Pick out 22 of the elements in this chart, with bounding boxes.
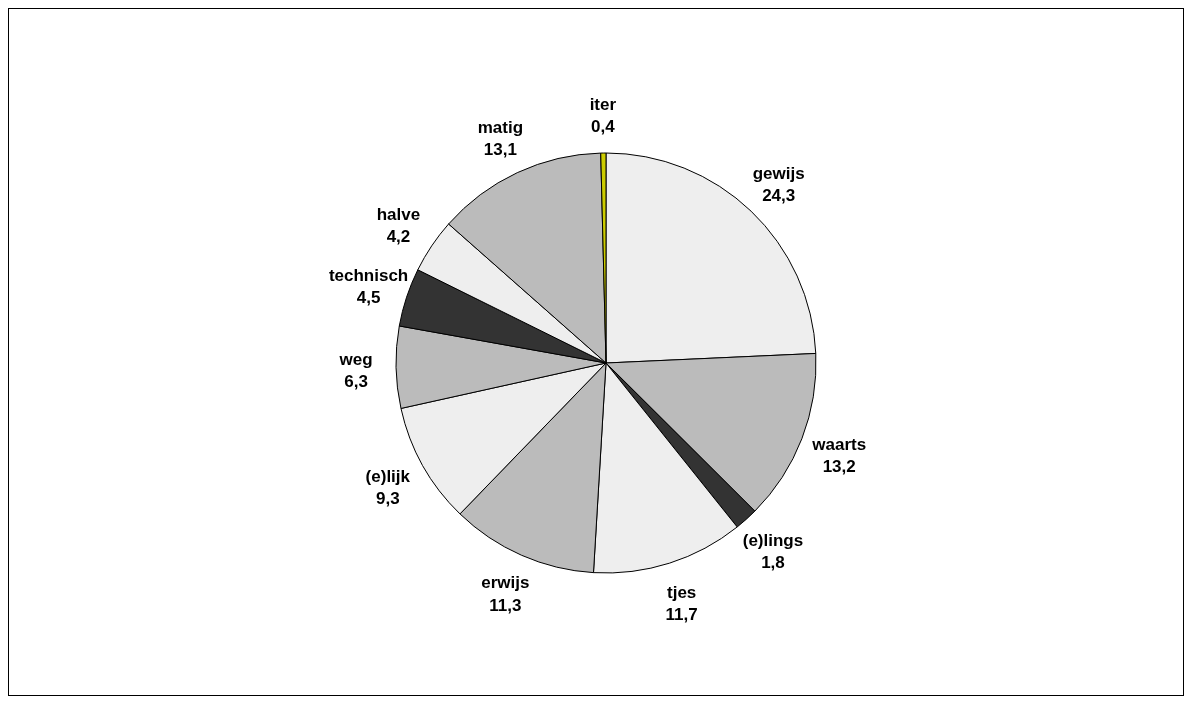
- slice-label: weg: [338, 349, 373, 369]
- data-label: 24,3: [762, 185, 796, 205]
- slice-label: tjes: [667, 582, 697, 602]
- slice-label: (e)lijk: [365, 466, 411, 486]
- data-label: 13,1: [483, 140, 517, 160]
- data-label: 13,2: [822, 456, 856, 476]
- data-label: 1,8: [761, 552, 785, 572]
- slice-label: gewijs: [752, 163, 805, 183]
- slice-label: iter: [589, 94, 617, 114]
- data-label: 11,3: [489, 595, 522, 615]
- slice-label: technisch: [328, 266, 409, 286]
- slice-label: matig: [477, 118, 524, 138]
- data-label: 4,2: [386, 227, 411, 247]
- slice-label: halve: [376, 205, 421, 225]
- data-label: 6,3: [344, 371, 368, 391]
- slice-label: (e)lings: [742, 530, 804, 550]
- slice-label: waarts: [811, 434, 867, 454]
- data-label: 9,3: [375, 488, 400, 508]
- data-label: 0,4: [591, 116, 616, 136]
- data-label: 11,7: [665, 604, 698, 624]
- slice-label: erwijs: [481, 573, 530, 593]
- data-label: 4,5: [356, 288, 381, 308]
